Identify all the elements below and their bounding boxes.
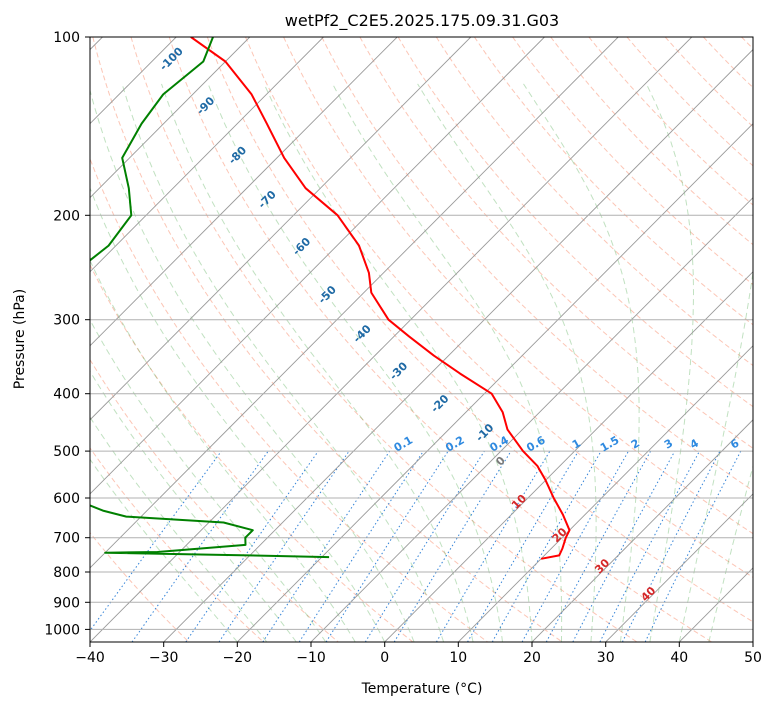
y-tick-label: 100 bbox=[53, 30, 80, 46]
y-tick-label: 700 bbox=[53, 531, 80, 547]
y-tick-label: 500 bbox=[53, 444, 80, 460]
chart-title: wetPf2_C2E5.2025.175.09.31.G03 bbox=[285, 11, 559, 31]
x-tick-label: 0 bbox=[380, 650, 389, 666]
x-tick-label: 10 bbox=[449, 650, 467, 666]
y-tick-label: 600 bbox=[53, 491, 80, 507]
y-tick-label: 800 bbox=[53, 565, 80, 581]
x-tick-label: 50 bbox=[744, 650, 762, 666]
x-tick-label: −30 bbox=[149, 650, 179, 666]
y-tick-label: 400 bbox=[53, 387, 80, 403]
x-tick-label: −10 bbox=[296, 650, 326, 666]
x-tick-label: 40 bbox=[670, 650, 688, 666]
x-axis-label: Temperature (°C) bbox=[361, 681, 483, 697]
y-tick-label: 1000 bbox=[44, 622, 80, 638]
x-tick-label: −20 bbox=[223, 650, 253, 666]
y-tick-label: 900 bbox=[53, 595, 80, 611]
x-tick-label: −40 bbox=[75, 650, 105, 666]
y-tick-label: 300 bbox=[53, 313, 80, 329]
y-axis-label: Pressure (hPa) bbox=[12, 289, 28, 389]
x-tick-label: 30 bbox=[597, 650, 615, 666]
x-tick-label: 20 bbox=[523, 650, 541, 666]
y-tick-label: 200 bbox=[53, 208, 80, 224]
